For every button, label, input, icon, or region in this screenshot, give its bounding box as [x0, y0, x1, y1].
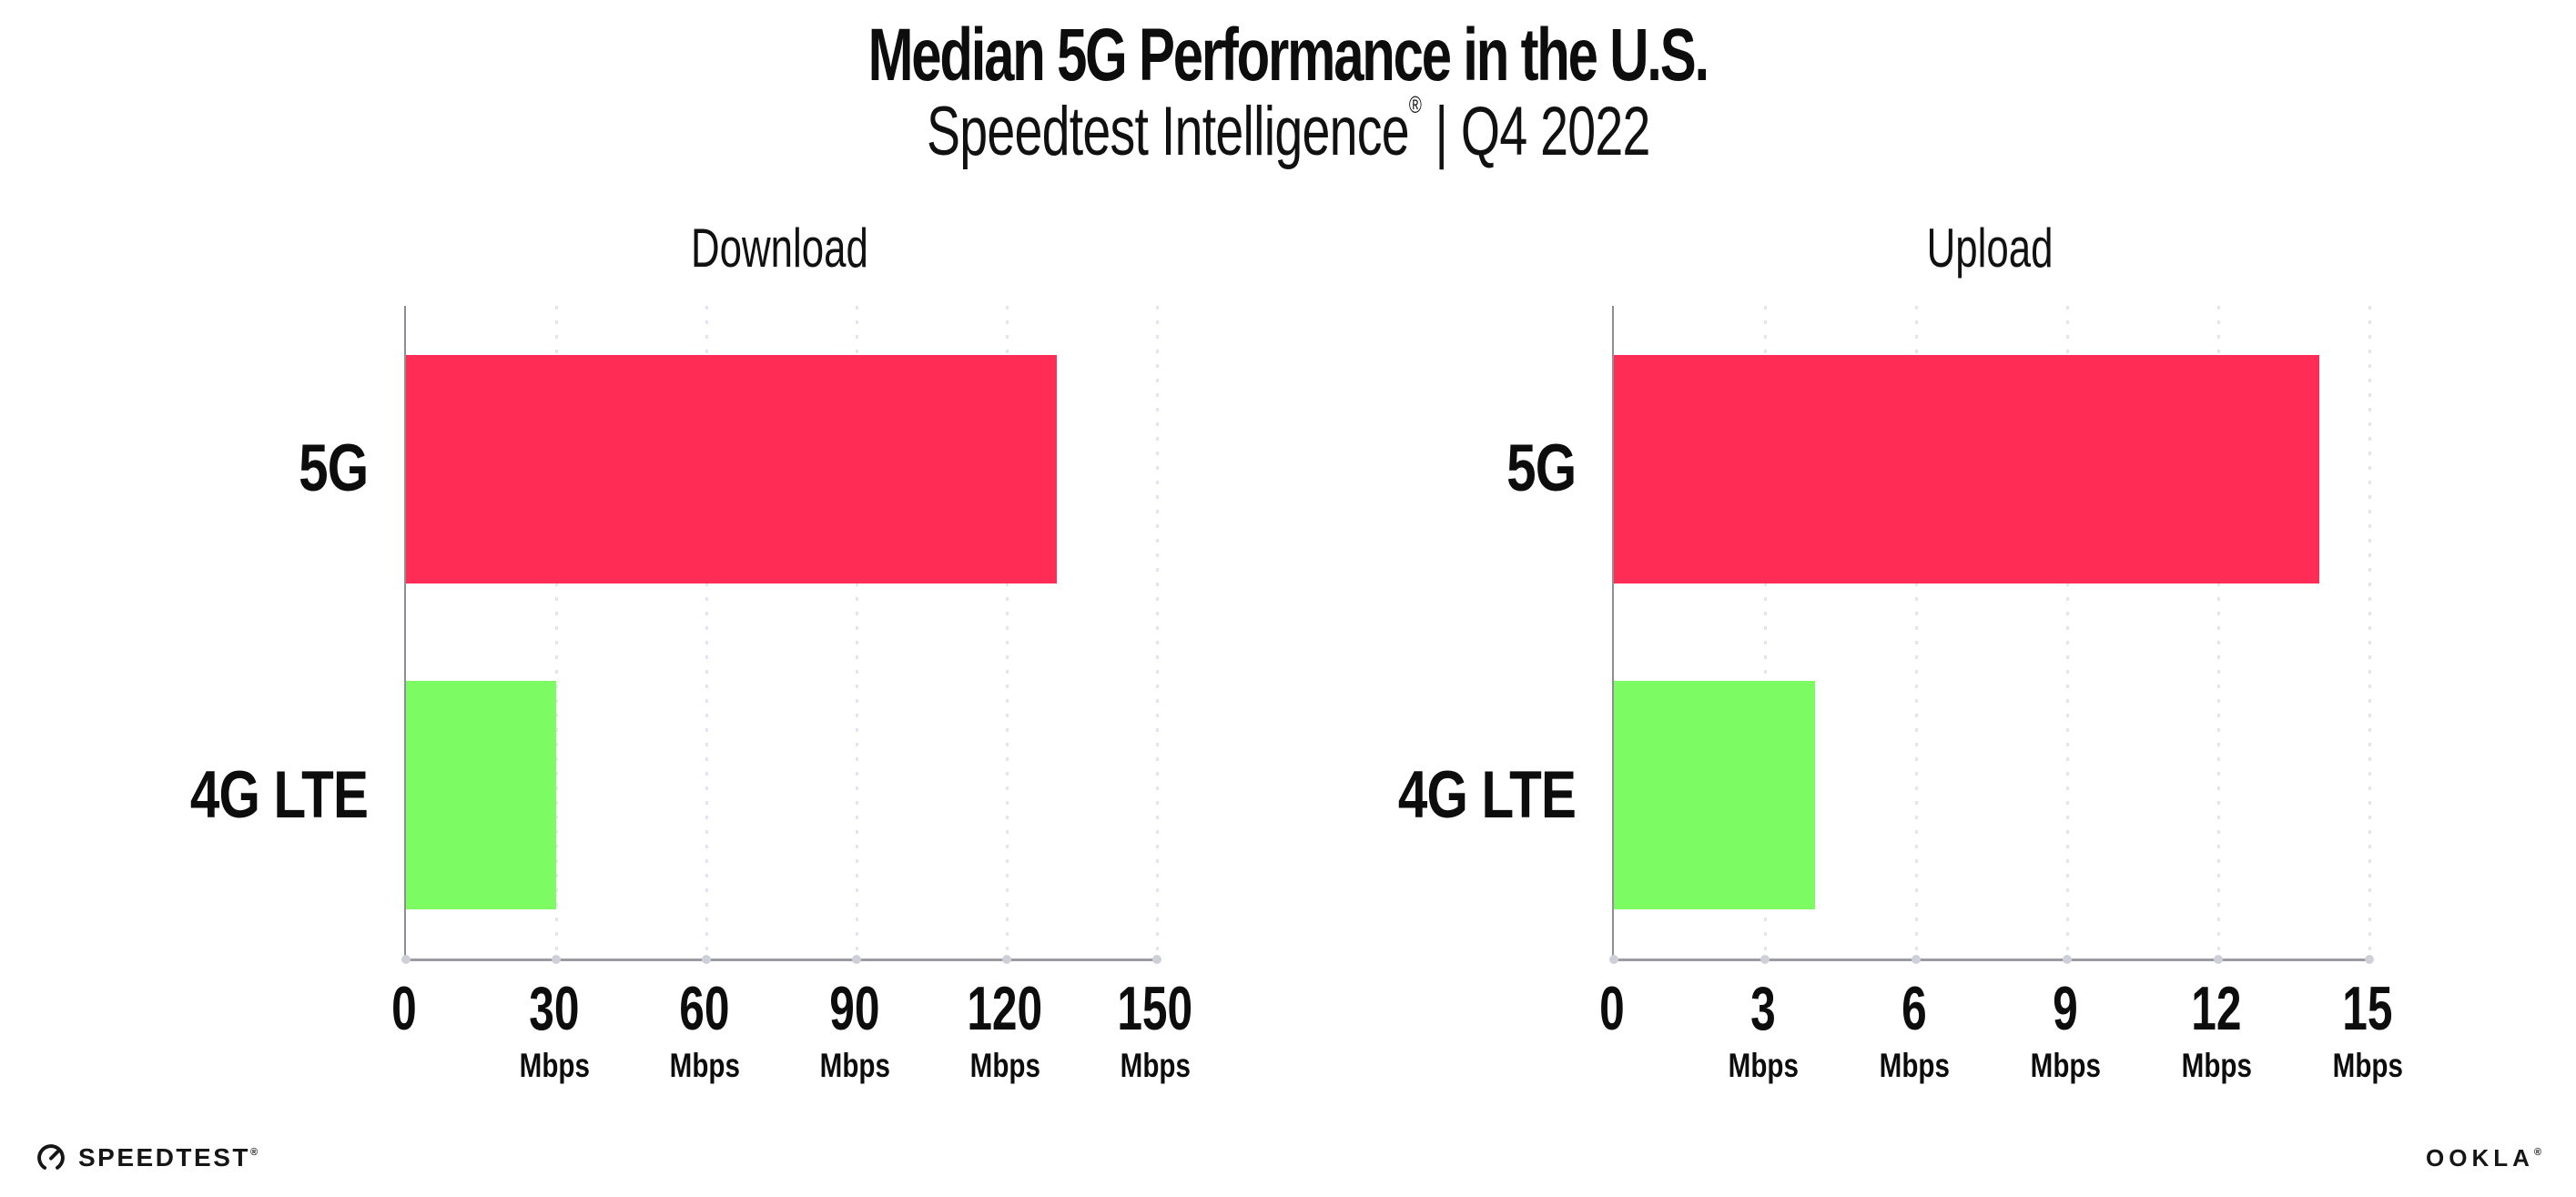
tick-label-text: 0: [1599, 974, 1625, 1043]
axis-tick-dot-6: [1912, 955, 1921, 964]
gridline-6-mbps: [1914, 306, 1918, 959]
axis-tick-dot-30: [552, 955, 561, 964]
tick-label-text: 90: [829, 974, 880, 1043]
tick-unit-text: Mbps: [969, 1047, 1040, 1084]
tick-label-text: 0: [391, 974, 417, 1043]
ookla-logo: OOKLA®: [2426, 1140, 2541, 1176]
tick-unit-upload-3: Mbps: [1681, 1047, 1845, 1085]
tick-label-text: 6: [1902, 974, 1927, 1043]
bar-5g-upload: [1614, 354, 2319, 583]
tick-label-upload-12: 12: [2135, 976, 2298, 1041]
tick-label-text: 30: [529, 974, 580, 1043]
tick-unit-upload-12: Mbps: [2135, 1047, 2298, 1085]
tick-unit-upload-15: Mbps: [2286, 1047, 2449, 1085]
axis-tick-dot-9: [2063, 955, 2072, 964]
tick-label-upload-0: 0: [1530, 976, 1694, 1041]
tick-unit-download-60: Mbps: [623, 1047, 786, 1085]
category-label-text: 4G LTE: [189, 757, 369, 832]
tick-unit-download-90: Mbps: [773, 1047, 937, 1085]
page-title: Median 5G Performance in the U.S.: [0, 13, 2576, 98]
axis-tick-dot-120: [1002, 955, 1011, 964]
tick-label-download-150: 150: [1073, 976, 1237, 1041]
plot-area-upload: [1609, 306, 2374, 964]
bar-5g-download: [406, 354, 1057, 583]
ookla-registered-mark: ®: [2533, 1146, 2541, 1158]
category-label-4g-lte-download: 4G LTE: [4, 755, 369, 837]
axis-tick-dot-3: [1760, 955, 1770, 964]
registered-mark-icon: ®: [1408, 91, 1422, 118]
bar-4g-lte-upload: [1614, 681, 1816, 910]
tick-unit-text: Mbps: [1120, 1047, 1191, 1084]
bar-4g-lte-download: [406, 681, 556, 910]
axis-tick-dot-150: [1152, 955, 1161, 964]
gridline-120-mbps: [1005, 306, 1009, 959]
tick-label-text: 15: [2342, 974, 2393, 1043]
tick-unit-upload-6: Mbps: [1832, 1047, 1996, 1085]
gridline-30-mbps: [554, 306, 558, 959]
chart-title-text-download: Download: [691, 218, 868, 279]
axis-tick-dot-0: [1609, 955, 1618, 964]
category-label-5g-download: 5G: [4, 428, 369, 510]
page-title-text: Median 5G Performance in the U.S.: [867, 14, 1710, 96]
chart-title-download: Download: [404, 217, 1155, 279]
tick-unit-text: Mbps: [2030, 1047, 2101, 1084]
axis-tick-dot-15: [2365, 955, 2374, 964]
tick-unit-download-150: Mbps: [1073, 1047, 1237, 1085]
tick-unit-download-30: Mbps: [472, 1047, 636, 1085]
tick-label-download-0: 0: [322, 976, 486, 1041]
tick-label-upload-15: 15: [2286, 976, 2449, 1041]
axis-tick-dot-12: [2214, 955, 2223, 964]
speedtest-logo: SPEEDTEST®: [35, 1136, 258, 1180]
chart-title-text-upload: Upload: [1926, 218, 2054, 279]
tick-label-text: 3: [1750, 974, 1776, 1043]
category-label-text: 5G: [1506, 431, 1577, 506]
tick-unit-text: Mbps: [519, 1047, 590, 1084]
category-label-4g-lte-upload: 4G LTE: [1212, 755, 1577, 837]
gridline-9-mbps: [2065, 306, 2069, 959]
gridline-90-mbps: [855, 306, 858, 959]
tick-unit-upload-9: Mbps: [1983, 1047, 2147, 1085]
gridline-15-mbps: [2368, 306, 2371, 959]
ookla-wordmark: OOKLA®: [2426, 1143, 2541, 1172]
tick-label-text: 150: [1117, 974, 1193, 1043]
gridline-3-mbps: [1763, 306, 1767, 959]
tick-label-upload-9: 9: [1983, 976, 2147, 1041]
speedtest-gauge-icon: [37, 1144, 65, 1172]
subtitle-period: | Q4 2022: [1435, 93, 1650, 170]
tick-label-download-90: 90: [773, 976, 937, 1041]
gridline-12-mbps: [2216, 306, 2220, 959]
tick-unit-text: Mbps: [1879, 1047, 1950, 1084]
axis-tick-dot-90: [852, 955, 861, 964]
axis-tick-dot-60: [702, 955, 711, 964]
tick-label-download-120: 120: [923, 976, 1087, 1041]
tick-unit-text: Mbps: [819, 1047, 890, 1084]
tick-label-download-60: 60: [623, 976, 786, 1041]
tick-label-upload-3: 3: [1681, 976, 1845, 1041]
page-subtitle: Speedtest Intelligence® | Q4 2022: [0, 91, 2576, 171]
category-label-5g-upload: 5G: [1212, 428, 1577, 510]
tick-label-text: 12: [2191, 974, 2242, 1043]
subtitle-brand: Speedtest Intelligence: [926, 93, 1410, 170]
tick-label-upload-6: 6: [1832, 976, 1996, 1041]
tick-unit-text: Mbps: [669, 1047, 740, 1084]
speedtest-registered-mark: ®: [249, 1147, 259, 1158]
tick-label-text: 120: [967, 974, 1043, 1043]
axis-tick-dot-0: [401, 955, 411, 964]
tick-unit-download-120: Mbps: [923, 1047, 1087, 1085]
plot-area-download: [401, 306, 1161, 964]
category-label-text: 4G LTE: [1397, 757, 1577, 832]
tick-unit-text: Mbps: [2332, 1047, 2403, 1084]
tick-label-download-30: 30: [472, 976, 636, 1041]
chart-title-upload: Upload: [1612, 217, 2368, 279]
gridline-150-mbps: [1155, 306, 1159, 959]
category-label-text: 5G: [298, 431, 369, 506]
speedtest-wordmark: SPEEDTEST®: [78, 1143, 259, 1172]
tick-label-text: 60: [679, 974, 730, 1043]
gridline-60-mbps: [705, 306, 708, 959]
tick-unit-text: Mbps: [1728, 1047, 1799, 1084]
tick-unit-text: Mbps: [2181, 1047, 2252, 1084]
tick-label-text: 9: [2053, 974, 2078, 1043]
